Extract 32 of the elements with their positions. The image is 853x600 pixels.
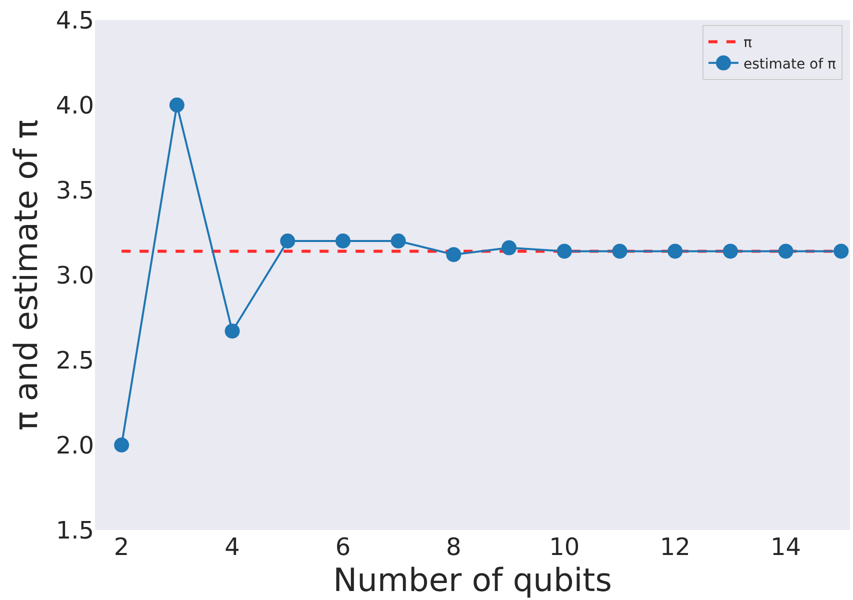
point xyxy=(224,324,240,339)
y-tick-label: 4.5 xyxy=(56,6,94,34)
y-tick-label: 3.0 xyxy=(56,261,94,290)
point xyxy=(834,244,849,259)
point xyxy=(556,244,572,259)
point xyxy=(722,244,738,259)
y-tick-label: 2.0 xyxy=(56,431,94,460)
legend-label: π xyxy=(743,35,752,52)
x-tick-label: 8 xyxy=(446,533,462,561)
y-axis-title: π and estimate of π xyxy=(7,119,46,431)
legend-label: estimate of π xyxy=(743,56,836,72)
point xyxy=(668,244,683,259)
point xyxy=(280,234,296,248)
y-tick-label: 2.5 xyxy=(56,346,94,374)
point xyxy=(390,234,406,248)
y-tick-label: 1.5 xyxy=(56,516,94,544)
point xyxy=(114,438,130,452)
point xyxy=(335,234,350,248)
x-axis-title: Number of qubits xyxy=(333,561,612,599)
y-tick-label: 3.5 xyxy=(56,176,94,204)
x-tick-label: 2 xyxy=(114,533,130,561)
x-tick-label: 14 xyxy=(770,533,802,561)
point xyxy=(502,240,517,256)
y-tick-label: 4.0 xyxy=(56,91,94,120)
point xyxy=(169,98,184,112)
x-tick-label: 6 xyxy=(335,533,351,561)
x-tick-label: 4 xyxy=(224,533,240,561)
x-tick-label: 12 xyxy=(660,533,690,561)
point xyxy=(778,244,794,259)
x-tick-label: 10 xyxy=(549,533,580,561)
point xyxy=(612,244,628,259)
point xyxy=(446,247,462,262)
